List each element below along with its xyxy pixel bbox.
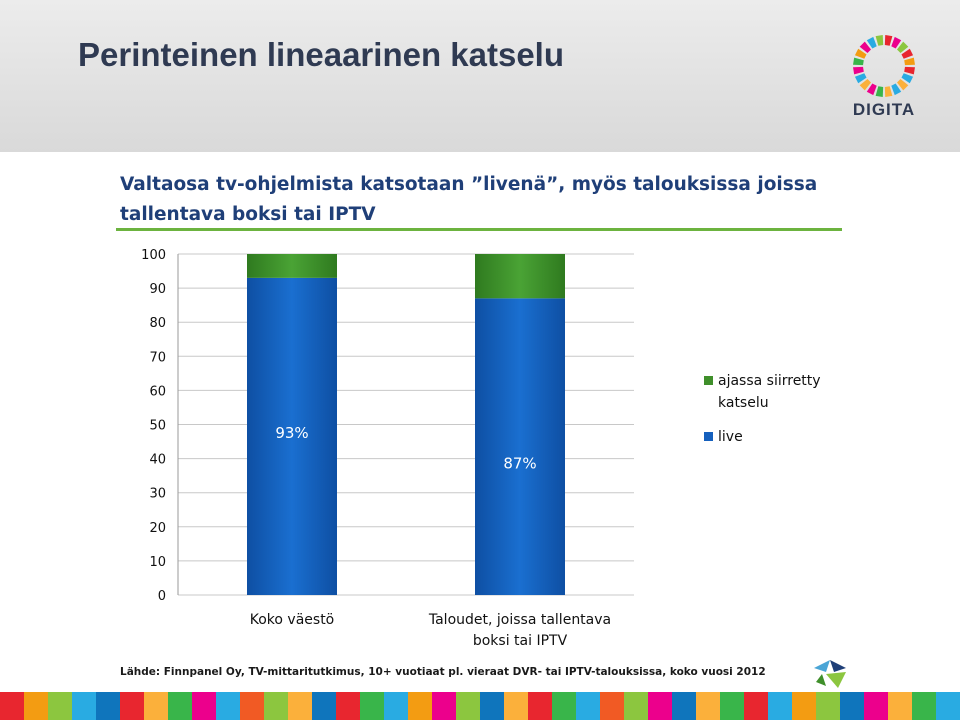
logo-ring-segment <box>854 73 867 84</box>
legend-swatch <box>704 376 713 385</box>
stripe-segment <box>312 692 336 720</box>
stripe-segment <box>744 692 768 720</box>
stripe-segment <box>192 692 216 720</box>
legend-label: katselu <box>718 395 769 411</box>
logo-ring-segment <box>891 36 902 49</box>
stripe-segment <box>168 692 192 720</box>
bar-time-shifted <box>247 254 337 278</box>
logo-ring-segment <box>901 73 914 84</box>
stripe-segment <box>600 692 624 720</box>
logo-ring-segment <box>866 36 877 49</box>
stripe-segment <box>432 692 456 720</box>
stripe-segment <box>360 692 384 720</box>
stripe-segment <box>912 692 936 720</box>
y-tick-label: 30 <box>149 487 166 502</box>
source-note: Lähde: Finnpanel Oy, TV-mittaritutkimus,… <box>120 666 766 678</box>
logo-ring-segment <box>901 48 914 59</box>
stripe-segment <box>72 692 96 720</box>
stripe-segment <box>408 692 432 720</box>
stripe-segment <box>840 692 864 720</box>
logo-ring-segment <box>853 57 864 66</box>
data-label: 87% <box>503 454 536 472</box>
stripe-segment <box>480 692 504 720</box>
stripe-segment <box>936 692 960 720</box>
y-tick-label: 20 <box>149 521 166 536</box>
logo-ring-segment <box>904 66 915 75</box>
stripe-segment <box>384 692 408 720</box>
logo-ring-segment <box>866 83 877 96</box>
logo-ring-segment <box>891 83 902 96</box>
logo-ring-segment <box>859 41 871 53</box>
logo-text: DIGITA <box>852 100 916 119</box>
y-tick-label: 50 <box>149 419 166 434</box>
stripe-segment <box>888 692 912 720</box>
legend-swatch <box>704 432 713 441</box>
y-tick-label: 10 <box>149 555 166 570</box>
stripe-segment <box>0 692 24 720</box>
title-underline <box>116 228 842 231</box>
bar-live <box>247 277 337 595</box>
y-tick-label: 60 <box>149 384 166 399</box>
stripe-segment <box>24 692 48 720</box>
stripe-segment <box>624 692 648 720</box>
stripe-segment <box>120 692 144 720</box>
stripe-segment <box>456 692 480 720</box>
x-category-label: Koko väestö <box>250 612 335 628</box>
stripe-segment <box>240 692 264 720</box>
bar-live <box>475 298 565 595</box>
logo-ring-segment <box>854 48 867 59</box>
logo-ring-segment <box>897 41 909 53</box>
y-tick-label: 100 <box>141 248 166 263</box>
y-tick-label: 40 <box>149 453 166 468</box>
logo-ring-segment <box>884 86 893 97</box>
logo-ring-segment <box>897 79 909 91</box>
stripe-segment <box>696 692 720 720</box>
y-tick-label: 70 <box>149 350 166 365</box>
stripe-segment <box>144 692 168 720</box>
digita-logo: DIGITA <box>846 30 922 126</box>
x-category-label: Taloudet, joissa tallentava <box>428 612 611 628</box>
stripe-segment <box>792 692 816 720</box>
stripe-segment <box>528 692 552 720</box>
y-tick-label: 90 <box>149 282 166 297</box>
stripe-segment <box>336 692 360 720</box>
stripe-segment <box>504 692 528 720</box>
logo-ring-segment <box>859 79 871 91</box>
color-stripe <box>0 692 960 720</box>
x-category-label: boksi tai IPTV <box>473 633 568 649</box>
logo-ring-segment <box>875 35 884 46</box>
stripe-segment <box>864 692 888 720</box>
stripe-segment <box>288 692 312 720</box>
chart-title: Valtaosa tv-ohjelmista katsotaan ”livenä… <box>120 174 818 225</box>
stripe-segment <box>816 692 840 720</box>
corner-logo-icon <box>814 660 846 688</box>
logo-ring-segment <box>884 35 893 46</box>
y-tick-label: 0 <box>158 589 166 604</box>
stripe-segment <box>720 692 744 720</box>
logo-ring-segment <box>875 86 884 97</box>
data-label: 93% <box>275 424 308 442</box>
stripe-segment <box>576 692 600 720</box>
slide-header: Perinteinen lineaarinen katselu DIGITA <box>0 0 960 152</box>
stripe-segment <box>264 692 288 720</box>
stripe-segment <box>672 692 696 720</box>
stripe-segment <box>48 692 72 720</box>
stripe-segment <box>96 692 120 720</box>
stripe-segment <box>768 692 792 720</box>
legend-label: live <box>718 429 743 445</box>
slide-title: Perinteinen lineaarinen katselu <box>78 36 565 73</box>
legend-label: ajassa siirretty <box>718 373 821 389</box>
logo-ring-segment <box>853 66 864 75</box>
stripe-segment <box>216 692 240 720</box>
digita-ring-icon <box>853 35 915 97</box>
bar-time-shifted <box>475 254 565 299</box>
stripe-segment <box>552 692 576 720</box>
stripe-segment <box>648 692 672 720</box>
y-tick-label: 80 <box>149 316 166 331</box>
logo-ring-segment <box>904 57 915 66</box>
